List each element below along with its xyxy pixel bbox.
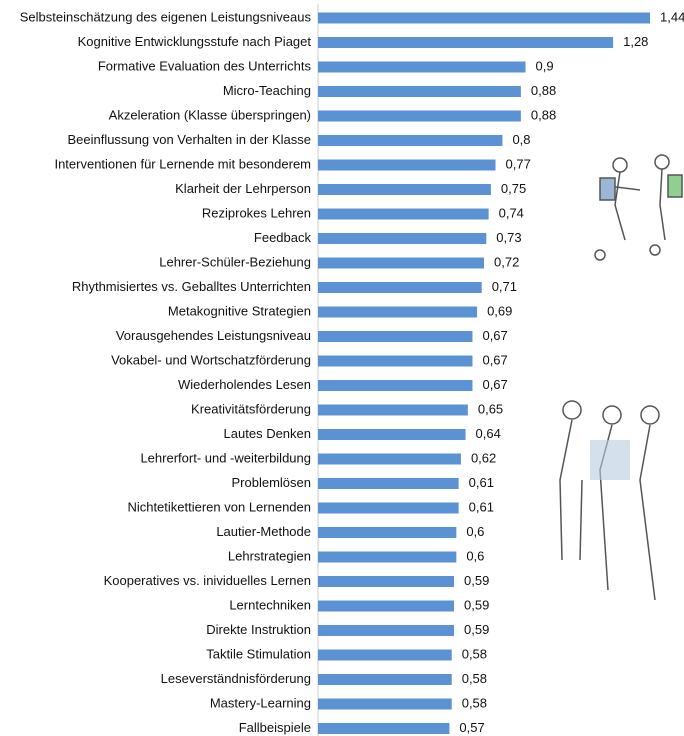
bar bbox=[318, 405, 468, 416]
category-label: Selbsteinschätzung des eigenen Leistungs… bbox=[20, 9, 312, 24]
value-label: 0,61 bbox=[469, 475, 494, 490]
category-label: Nichtetikettieren von Lernenden bbox=[127, 499, 311, 514]
category-label: Metakognitive Strategien bbox=[168, 303, 311, 318]
bar bbox=[318, 674, 452, 685]
bar bbox=[318, 307, 477, 318]
bar bbox=[318, 160, 496, 171]
value-label: 0,67 bbox=[482, 328, 507, 343]
bar bbox=[318, 699, 452, 710]
category-label: Direkte Instruktion bbox=[206, 622, 311, 637]
bar bbox=[318, 454, 461, 465]
bar bbox=[318, 184, 491, 195]
chart: Selbsteinschätzung des eigenen Leistungs… bbox=[0, 0, 684, 736]
category-label: Lerntechniken bbox=[229, 597, 311, 612]
bar bbox=[318, 13, 650, 24]
category-label: Lehrstrategien bbox=[228, 548, 311, 563]
category-label: Lautier-Methode bbox=[216, 524, 311, 539]
category-label: Interventionen für Lernende mit besonder… bbox=[54, 156, 311, 171]
category-label: Fallbeispiele bbox=[239, 720, 311, 735]
bar bbox=[318, 552, 456, 563]
category-label: Akzeleration (Klasse überspringen) bbox=[109, 107, 311, 122]
category-label: Kooperatives vs. inividuelles Lernen bbox=[104, 573, 311, 588]
value-label: 0,64 bbox=[476, 426, 501, 441]
bar bbox=[318, 111, 521, 122]
value-label: 0,69 bbox=[487, 303, 512, 318]
bar bbox=[318, 282, 482, 293]
bar bbox=[318, 258, 484, 269]
bar bbox=[318, 478, 459, 489]
value-label: 1,28 bbox=[623, 34, 648, 49]
bar bbox=[318, 576, 454, 587]
bar bbox=[318, 37, 613, 48]
bar bbox=[318, 527, 456, 538]
value-label: 0,6 bbox=[466, 524, 484, 539]
category-label: Leseverständnisförderung bbox=[161, 671, 311, 686]
illustration-students bbox=[595, 155, 682, 260]
bar bbox=[318, 356, 472, 367]
value-label: 0,58 bbox=[462, 671, 487, 686]
category-label: Lehrer-Schüler-Beziehung bbox=[159, 254, 311, 269]
value-label: 0,8 bbox=[512, 132, 530, 147]
category-label: Formative Evaluation des Unterrichts bbox=[98, 58, 312, 73]
value-label: 0,75 bbox=[501, 181, 526, 196]
value-label: 0,88 bbox=[531, 83, 556, 98]
value-label: 0,72 bbox=[494, 254, 519, 269]
bar bbox=[318, 135, 502, 146]
bar bbox=[318, 209, 489, 220]
category-label: Klarheit der Lehrperson bbox=[175, 181, 311, 196]
bar bbox=[318, 380, 472, 391]
bar bbox=[318, 233, 486, 244]
value-label: 0,88 bbox=[531, 107, 556, 122]
category-label: Vokabel- und Wortschatzförderung bbox=[111, 352, 311, 367]
bar bbox=[318, 625, 454, 636]
category-label: Wiederholendes Lesen bbox=[178, 377, 311, 392]
category-label: Kognitive Entwicklungsstufe nach Piaget bbox=[78, 34, 312, 49]
bar bbox=[318, 86, 521, 97]
illustration-teachers bbox=[560, 401, 659, 600]
value-label: 0,59 bbox=[464, 597, 489, 612]
bar bbox=[318, 62, 526, 73]
value-label: 0,65 bbox=[478, 401, 503, 416]
category-label: Reziprokes Lehren bbox=[202, 205, 311, 220]
category-label: Rhythmisiertes vs. Geballtes Unterrichte… bbox=[72, 279, 311, 294]
category-label: Lautes Denken bbox=[224, 426, 311, 441]
category-label: Mastery-Learning bbox=[210, 695, 311, 710]
value-label: 0,71 bbox=[492, 279, 517, 294]
category-label: Kreativitätsförderung bbox=[191, 401, 311, 416]
category-label: Lehrerfort- und -weiterbildung bbox=[140, 450, 311, 465]
value-label: 0,74 bbox=[499, 205, 524, 220]
bar bbox=[318, 429, 466, 440]
value-label: 0,77 bbox=[506, 156, 531, 171]
category-label: Taktile Stimulation bbox=[206, 646, 311, 661]
value-label: 0,59 bbox=[464, 573, 489, 588]
category-label: Micro-Teaching bbox=[223, 83, 311, 98]
value-label: 0,6 bbox=[466, 548, 484, 563]
bar bbox=[318, 503, 459, 514]
value-label: 0,58 bbox=[462, 646, 487, 661]
value-label: 0,73 bbox=[496, 230, 521, 245]
value-label: 1,44 bbox=[660, 9, 684, 24]
value-label: 0,57 bbox=[459, 720, 484, 735]
value-label: 0,58 bbox=[462, 695, 487, 710]
value-label: 0,62 bbox=[471, 450, 496, 465]
category-label: Problemlösen bbox=[232, 475, 312, 490]
category-label: Vorausgehendes Leistungsniveau bbox=[116, 328, 311, 343]
bar bbox=[318, 601, 454, 612]
category-label: Feedback bbox=[254, 230, 312, 245]
value-label: 0,59 bbox=[464, 622, 489, 637]
value-label: 0,67 bbox=[482, 377, 507, 392]
bar bbox=[318, 650, 452, 661]
bar bbox=[318, 723, 449, 734]
value-label: 0,61 bbox=[469, 499, 494, 514]
value-label: 0,67 bbox=[482, 352, 507, 367]
category-label: Beeinflussung von Verhalten in der Klass… bbox=[67, 132, 311, 147]
bar bbox=[318, 331, 472, 342]
value-label: 0,9 bbox=[536, 58, 554, 73]
